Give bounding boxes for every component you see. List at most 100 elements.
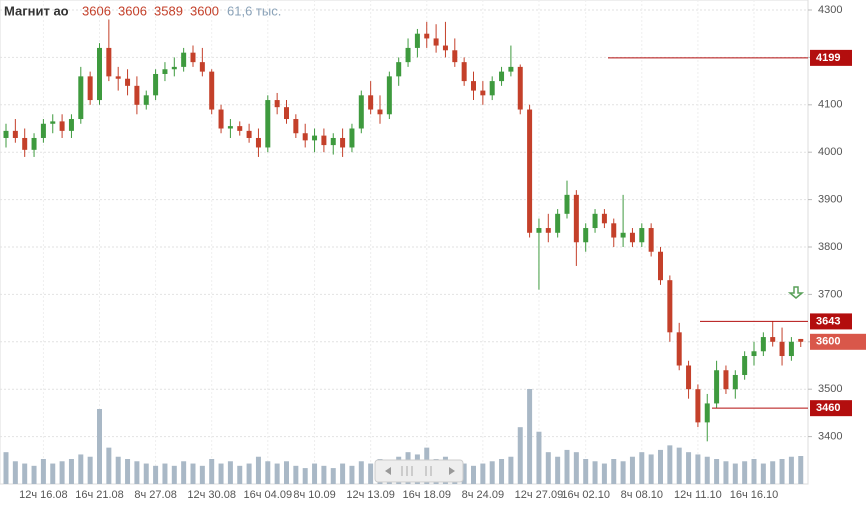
up-arrow-icon[interactable] <box>787 286 805 299</box>
candle-body <box>22 137 28 150</box>
last-price-label: 3600 <box>816 336 840 348</box>
volume-bar <box>499 459 505 484</box>
last-price-tag <box>810 333 866 350</box>
candle-body <box>760 337 766 352</box>
candle-body <box>779 341 785 357</box>
volume-bar <box>227 461 233 484</box>
volume-bar <box>115 456 121 484</box>
candle-body <box>564 194 570 214</box>
close-value: 3600 <box>190 3 219 18</box>
candle-body <box>199 62 205 72</box>
volume-bar <box>639 452 645 484</box>
volume-bar <box>583 459 589 484</box>
candle-body <box>265 100 271 148</box>
candle-body <box>171 66 177 70</box>
candle-body <box>321 135 327 146</box>
volume-bar <box>480 463 486 484</box>
candle-body <box>536 228 542 233</box>
y-tick-label: 4300 <box>818 4 842 16</box>
volume-bar <box>489 461 495 484</box>
candle-body <box>414 33 420 48</box>
volume-bar <box>162 463 168 484</box>
candle-body <box>433 38 439 46</box>
volume-bar <box>368 463 374 484</box>
candle-body <box>508 66 514 72</box>
volume-bar <box>667 445 673 484</box>
level-label: 3460 <box>816 402 840 414</box>
x-tick-label: 16ч 16.10 <box>730 489 779 501</box>
volume-bar <box>87 456 93 484</box>
candle-body <box>461 62 467 82</box>
candle-body <box>573 194 579 243</box>
volume-bar <box>545 452 551 484</box>
volume-bar <box>312 463 318 484</box>
candle-body <box>471 81 476 91</box>
x-tick-label: 12ч 27.09 <box>515 489 564 501</box>
candle-body <box>723 370 729 390</box>
candle-body <box>424 33 430 39</box>
candle-body <box>134 85 140 105</box>
candle-body <box>527 109 533 233</box>
x-tick-label: 16ч 21.08 <box>75 489 124 501</box>
volume-bar <box>237 465 243 484</box>
candle-body <box>601 213 607 224</box>
volume-bar <box>302 468 308 484</box>
candle-body <box>162 69 168 74</box>
candle-body <box>629 232 635 243</box>
volume-bar <box>760 463 766 484</box>
level-tag <box>810 313 852 330</box>
open-value: 3606 <box>82 3 111 18</box>
volume-bar <box>349 465 355 484</box>
candle-body <box>695 389 701 423</box>
plot-area <box>0 0 809 485</box>
candle-body <box>312 135 318 141</box>
volume-bar <box>181 461 187 484</box>
x-tick-label: 12ч 13.09 <box>346 489 395 501</box>
low-value: 3589 <box>154 3 183 18</box>
candle-body <box>704 403 710 423</box>
level-label: 4199 <box>816 52 840 64</box>
x-tick-label: 8ч 08.10 <box>621 489 663 501</box>
volume-bar <box>601 463 607 484</box>
x-tick-label: 8ч 24.09 <box>462 489 504 501</box>
candle-body <box>667 280 673 333</box>
volume-bar <box>246 463 252 484</box>
volume-bar <box>59 461 65 484</box>
candle-body <box>78 76 84 120</box>
candle-body <box>489 81 495 96</box>
candle-body <box>3 130 9 138</box>
candle-body <box>386 76 392 115</box>
candle-body <box>106 47 112 77</box>
volume-bar <box>340 463 346 484</box>
navigator-box[interactable] <box>374 459 464 483</box>
y-tick-label: 3400 <box>818 431 842 443</box>
volume-bar <box>153 465 159 484</box>
y-tick-label: 4100 <box>818 99 842 111</box>
candle-body <box>302 133 308 141</box>
candle-body <box>517 66 523 110</box>
volume-bar <box>293 465 299 484</box>
y-tick-label: 4000 <box>818 146 842 158</box>
volume-bar <box>629 456 635 484</box>
volume-bar <box>97 409 102 484</box>
volume-bar <box>255 456 261 484</box>
navigator[interactable] <box>374 459 464 483</box>
volume-bar <box>461 463 467 484</box>
volume-bar <box>676 447 682 484</box>
candle-body <box>12 130 18 138</box>
volume-bar <box>78 454 84 484</box>
x-tick-label: 16ч 18.09 <box>402 489 451 501</box>
candle-body <box>209 71 215 110</box>
candle-body <box>658 251 663 281</box>
volume-bar <box>209 459 215 484</box>
x-tick-label: 16ч 02.10 <box>561 489 610 501</box>
volume-bar <box>22 463 28 484</box>
volume-bar <box>536 431 542 484</box>
volume-bar <box>573 452 579 484</box>
candle-body <box>742 356 748 375</box>
y-tick-label: 3800 <box>818 241 842 253</box>
volume-bar <box>686 452 692 484</box>
candle-body <box>181 52 187 67</box>
candle-body <box>583 228 589 243</box>
